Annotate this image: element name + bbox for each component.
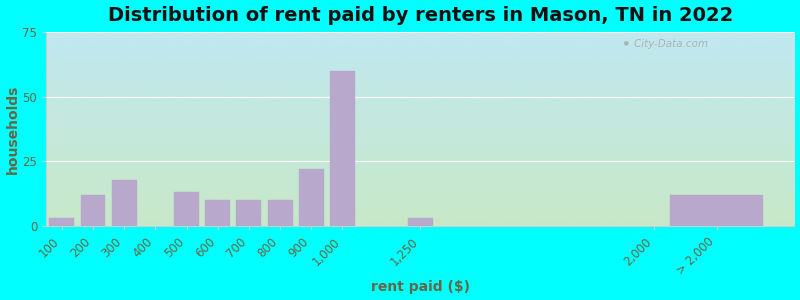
X-axis label: rent paid ($): rent paid ($) xyxy=(371,280,470,294)
Title: Distribution of rent paid by renters in Mason, TN in 2022: Distribution of rent paid by renters in … xyxy=(108,6,733,25)
Bar xyxy=(112,179,137,226)
Bar xyxy=(670,195,763,226)
Bar xyxy=(206,200,230,226)
Text: ⚫ City-Data.com: ⚫ City-Data.com xyxy=(622,39,709,50)
Y-axis label: households: households xyxy=(6,84,19,174)
Bar xyxy=(81,195,106,226)
Bar xyxy=(237,200,262,226)
Bar xyxy=(174,193,199,226)
Bar xyxy=(267,200,293,226)
Bar xyxy=(330,70,355,226)
Bar xyxy=(50,218,74,226)
Bar xyxy=(298,169,324,226)
Bar xyxy=(408,218,433,226)
